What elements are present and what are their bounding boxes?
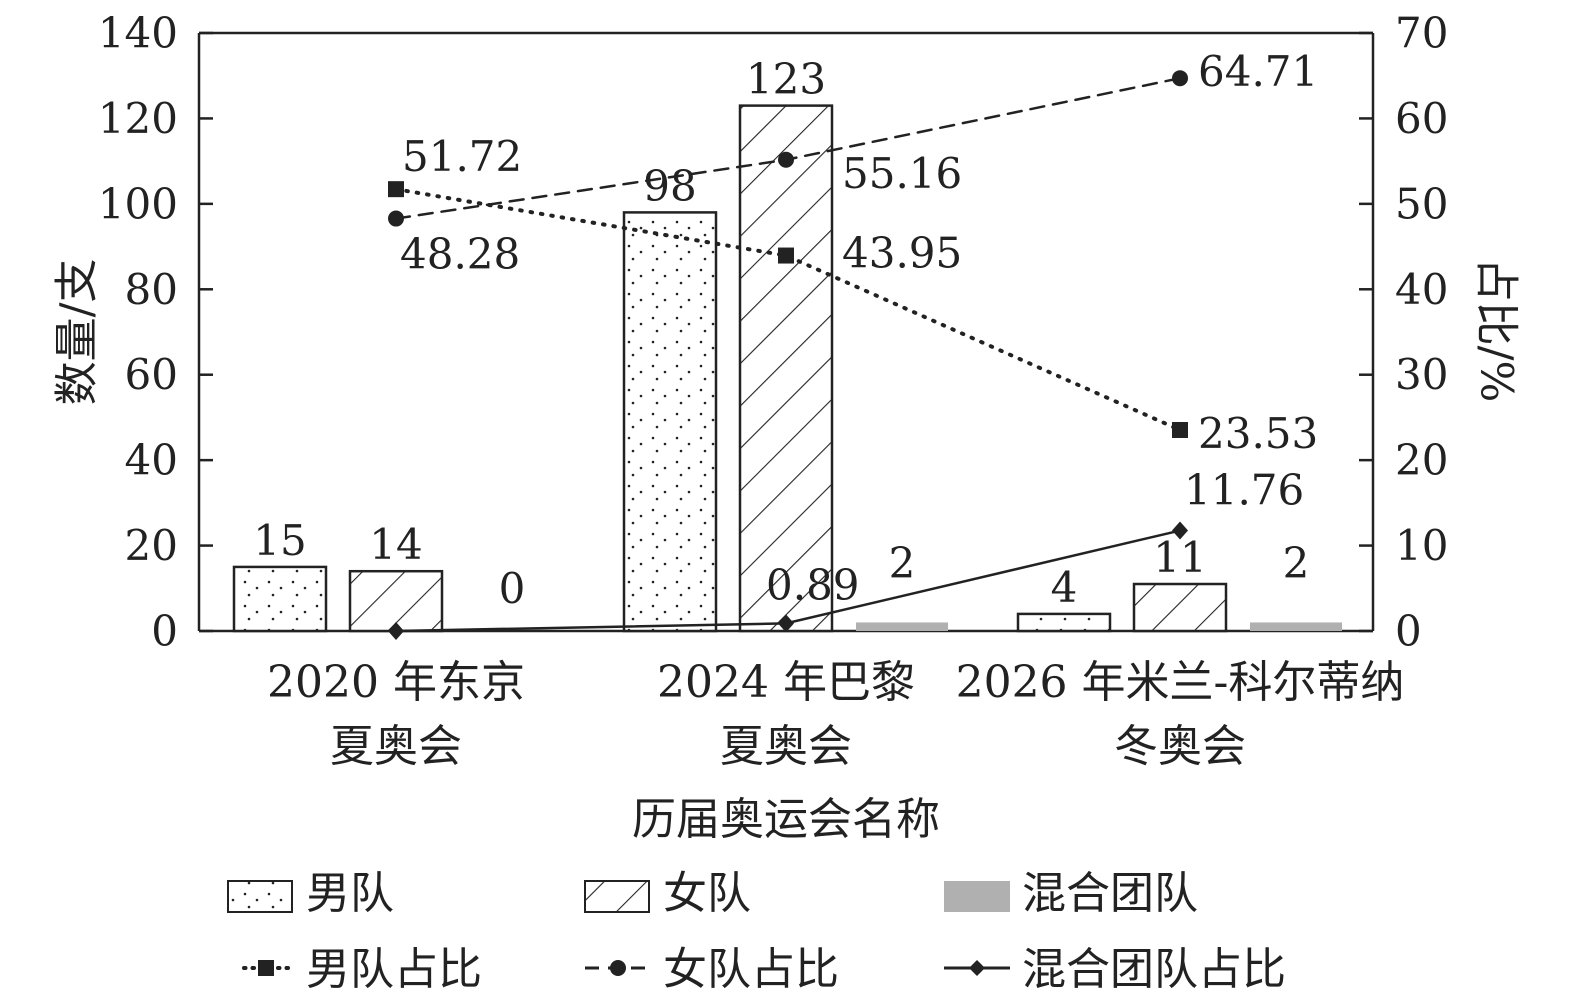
line-label-women-share-1: 55.16 — [842, 149, 962, 198]
legend-swatch-women — [584, 880, 650, 913]
marker-men-share-1 — [778, 247, 794, 264]
y-axis-title: 数量/支 — [52, 259, 103, 406]
legend-swatch-mixed — [944, 881, 1010, 912]
y-tick-label-4: 80 — [125, 265, 178, 314]
category-label-0-line-0: 2020 年东京 — [267, 657, 525, 708]
x-axis-title: 历届奥运会名称 — [632, 794, 940, 845]
y2-axis-title: 占比/% — [1471, 258, 1522, 403]
bar-label-mixed-0: 0 — [499, 564, 526, 613]
legend-label-men-share: 男队占比 — [306, 944, 482, 995]
legend-marker-men-share — [258, 960, 274, 976]
line-label-men-share-2: 23.53 — [1198, 409, 1318, 458]
y2-tick-label-4: 40 — [1395, 265, 1448, 314]
line-label-women-share-0: 48.28 — [400, 230, 520, 279]
legend-label-men: 男队 — [306, 868, 394, 919]
line-label-men-share-1: 43.95 — [842, 229, 962, 278]
legend-marker-mixed-share — [969, 960, 985, 976]
marker-women-share-1 — [778, 151, 794, 168]
y2-tick-label-1: 10 — [1395, 521, 1448, 570]
category-label-2-line-1: 冬奥会 — [1114, 721, 1246, 772]
y2-tick-label-7: 70 — [1395, 9, 1448, 58]
marker-mixed-share-1 — [778, 614, 794, 633]
bar-men-1 — [622, 211, 718, 633]
y-tick-label-5: 100 — [98, 179, 178, 228]
category-label-1-line-1: 夏奥会 — [720, 721, 852, 772]
y2-tick-label-5: 50 — [1395, 179, 1448, 228]
legend: 男队 女队 混合团队 男队占比 女队占比 混合团队占比 — [227, 868, 1286, 995]
category-label-0-line-1: 夏奥会 — [330, 721, 462, 772]
bar-mixed-1 — [856, 622, 948, 631]
category-label-2-line-0: 2026 年米兰-科尔蒂纳 — [956, 657, 1405, 708]
line-label-mixed-share-1: 0.89 — [766, 560, 860, 609]
bar-women-2 — [1132, 582, 1228, 633]
marker-women-share-2 — [1172, 70, 1188, 87]
category-label-1-line-0: 2024 年巴黎 — [657, 657, 915, 708]
legend-swatch-men — [227, 880, 293, 913]
marker-mixed-share-2 — [1172, 521, 1188, 540]
marker-women-share-0 — [388, 210, 404, 227]
marker-mixed-share-0 — [388, 622, 404, 640]
bar-label-women-1: 123 — [746, 55, 826, 104]
legend-label-women-share: 女队占比 — [663, 944, 839, 995]
y2-tick-label-0: 0 — [1395, 607, 1422, 656]
bar-label-mixed-2: 2 — [1283, 538, 1310, 587]
y-tick-label-6: 120 — [98, 94, 178, 143]
bar-mixed-2 — [1250, 622, 1342, 631]
y2-tick-label-2: 20 — [1395, 436, 1448, 485]
bar-label-women-0: 14 — [369, 520, 422, 569]
marker-men-share-2 — [1172, 421, 1188, 438]
legend-marker-women-share — [610, 960, 626, 976]
bar-label-women-2: 11 — [1153, 533, 1206, 582]
bar-men-2 — [1016, 612, 1112, 633]
line-label-mixed-share-2: 11.76 — [1184, 466, 1304, 515]
bar-men-0 — [232, 565, 328, 633]
y-tick-label-0: 0 — [151, 607, 178, 656]
line-men-share — [394, 187, 1182, 432]
line-label-women-share-2: 64.71 — [1198, 47, 1318, 96]
y-tick-label-1: 20 — [125, 521, 178, 570]
bar-label-men-2: 4 — [1051, 563, 1078, 612]
legend-label-mixed: 混合团队 — [1022, 868, 1198, 919]
bar-label-mixed-1: 2 — [889, 538, 916, 587]
bar-label-men-1: 98 — [643, 161, 696, 210]
bar-label-men-0: 15 — [253, 516, 306, 565]
y-tick-label-3: 60 — [125, 350, 178, 399]
y2-tick-label-6: 60 — [1395, 94, 1448, 143]
y-tick-label-7: 140 — [98, 9, 178, 58]
marker-men-share-0 — [388, 181, 404, 198]
y2-tick-label-3: 30 — [1395, 350, 1448, 399]
bar-women-1 — [738, 104, 834, 633]
y-tick-label-2: 40 — [125, 436, 178, 485]
line-label-men-share-0: 51.72 — [402, 132, 522, 181]
legend-label-women: 女队 — [663, 868, 751, 919]
legend-label-mixed-share: 混合团队占比 — [1022, 944, 1286, 995]
